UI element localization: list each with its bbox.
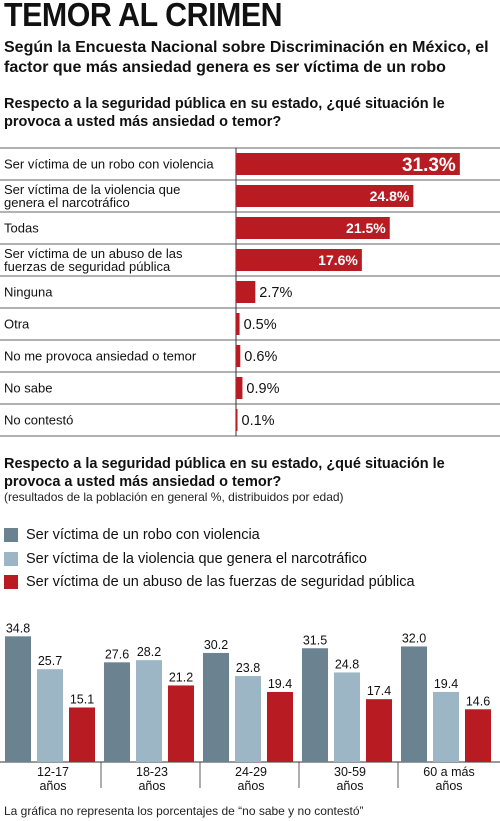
bar [267,691,293,762]
value-label: 21.5% [346,220,386,236]
category-label: 24-29 años [235,765,267,793]
chart2-subtitle: (resultados de la población en general %… [4,490,344,504]
page-title: TEMOR AL CRIMEN [4,0,283,33]
value-label: 30.2 [204,638,228,652]
bar [465,709,491,762]
category-label: 12-17 años [37,765,69,793]
category-label: Ser víctima de la violencia que genera el… [4,182,180,210]
chart2-legend: Ser víctima de un robo con violencia Ser… [4,524,415,595]
value-label: 23.8 [236,661,260,675]
bar [236,153,460,175]
chart2-title: Respecto a la seguridad pública en su es… [4,456,445,490]
bar [69,707,95,762]
chart2-footnote: La gráfica no representa los porcentajes… [4,804,364,818]
legend-item-abuso: Ser víctima de un abuso de las fuerzas d… [4,571,415,593]
value-label: 19.4 [434,677,458,691]
bar [236,345,241,367]
legend-swatch-light [4,551,18,566]
legend-label: Ser víctima de la violencia que genera e… [26,550,367,567]
value-label: 24.8 [335,657,359,671]
legend-item-narco: Ser víctima de la violencia que genera e… [4,548,415,570]
value-label: 0.9% [246,381,279,397]
category-label: Otra [4,317,30,332]
bar [236,377,243,399]
category-label: No sabe [4,381,52,396]
legend-item-robo: Ser víctima de un robo con violencia [4,524,415,546]
bar [104,662,130,762]
value-label: 28.2 [137,645,161,659]
bar [236,217,390,239]
value-label: 2.7% [259,285,292,301]
value-label: 31.5 [303,633,327,647]
category-label: Todas [4,221,39,236]
chart1-title: Respecto a la seguridad pública en su es… [4,96,445,130]
value-label: 24.8% [370,188,410,204]
page-subtitle: Según la Encuesta Nacional sobre Discrim… [4,39,489,76]
bar [401,646,427,762]
value-label: 17.4 [367,684,391,698]
bar [236,185,414,207]
value-label: 32.0 [402,631,426,645]
bar [236,249,362,271]
category-label: No me provoca ansiedad o temor [4,349,197,364]
legend-swatch-red [4,575,18,589]
value-label: 25.7 [38,654,62,668]
category-label: Ser víctima de un robo con violencia [4,157,214,172]
bar [5,636,31,762]
bar [236,409,238,431]
value-label: 21.2 [169,670,193,684]
bar [366,699,392,762]
bar [236,313,240,335]
value-label: 15.1 [70,692,94,706]
value-label: 31.3% [402,155,456,176]
value-label: 0.6% [244,349,277,365]
bar [136,660,162,762]
legend-label: Ser víctima de un abuso de las fuerzas d… [26,574,415,590]
bar [168,685,194,762]
legend-swatch-dark [4,528,18,542]
bar [236,281,256,303]
value-label: 34.8 [6,621,30,635]
bar [302,648,328,762]
bar [433,691,459,762]
value-label: 0.1% [242,413,275,429]
value-label: 19.4 [268,677,292,691]
category-label: Ninguna [4,285,53,300]
value-label: 17.6% [318,252,358,268]
category-label: Ser víctima de un abuso de las fuerzas de… [4,246,183,274]
value-label: 14.6 [466,694,490,708]
category-label: 30-59 años [334,765,366,793]
category-label: 60 a más años [423,765,474,793]
category-label: No contestó [4,413,73,428]
bar [203,652,229,762]
bar [37,669,63,762]
category-label: 18-23 años [136,765,168,793]
bar [334,672,360,762]
legend-label: Ser víctima de un robo con violencia [26,527,260,543]
bar [235,676,261,762]
value-label: 27.6 [105,647,129,661]
value-label: 0.5% [244,317,277,333]
